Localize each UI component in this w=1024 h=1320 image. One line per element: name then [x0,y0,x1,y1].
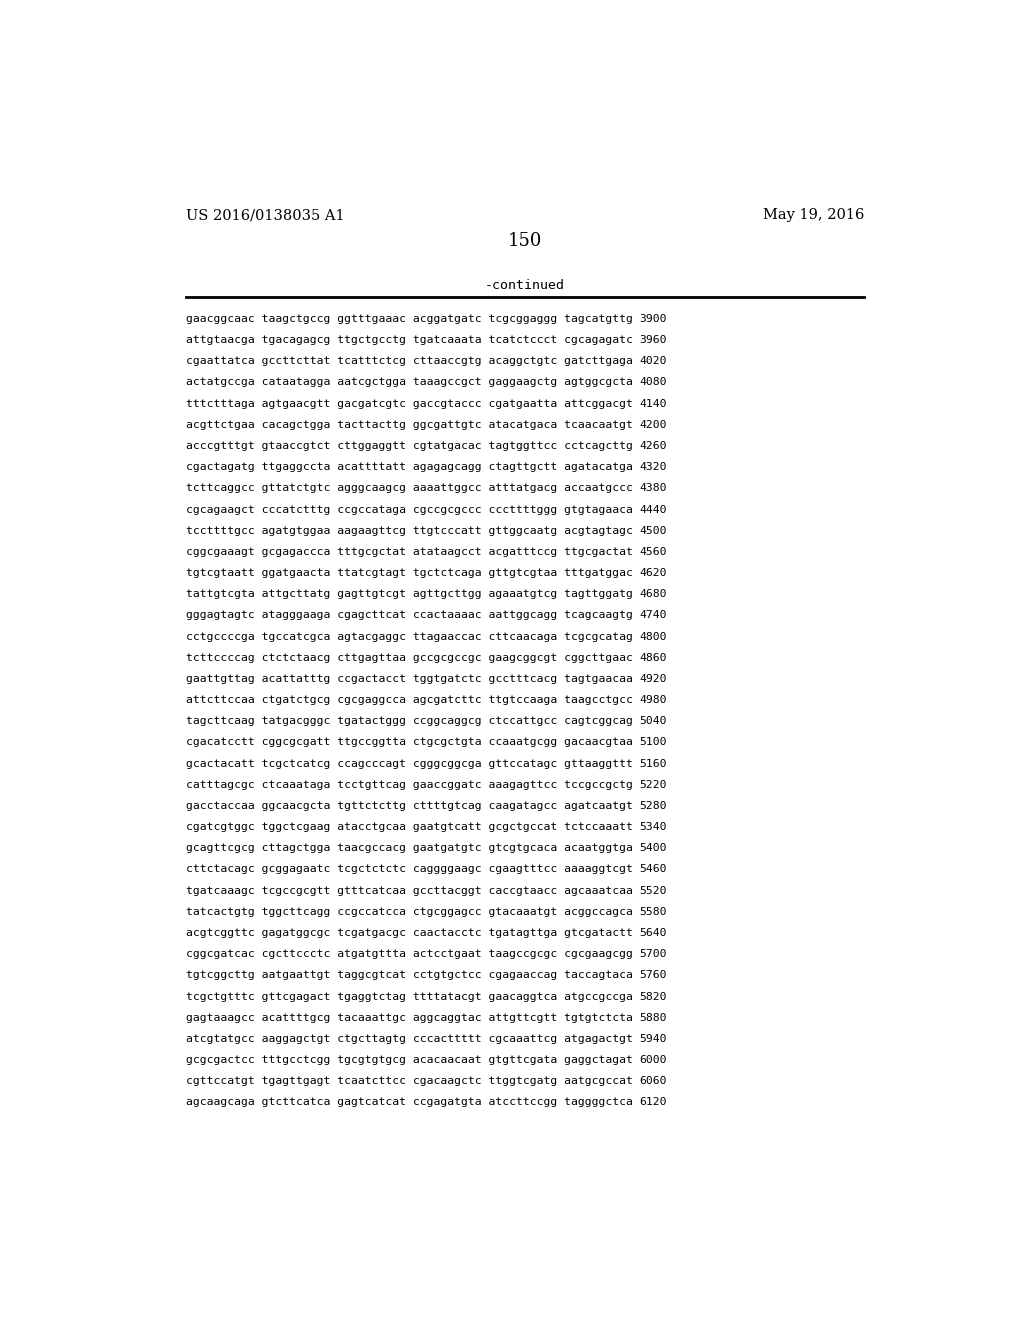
Text: 5700: 5700 [640,949,667,960]
Text: gggagtagtc atagggaaga cgagcttcat ccactaaaac aattggcagg tcagcaagtg: gggagtagtc atagggaaga cgagcttcat ccactaa… [186,610,633,620]
Text: 150: 150 [508,231,542,249]
Text: 4620: 4620 [640,568,667,578]
Text: 4440: 4440 [640,504,667,515]
Text: gaattgttag acattatttg ccgactacct tggtgatctc gcctttcacg tagtgaacaa: gaattgttag acattatttg ccgactacct tggtgat… [186,675,633,684]
Text: agcaagcaga gtcttcatca gagtcatcat ccgagatgta atccttccgg taggggctca: agcaagcaga gtcttcatca gagtcatcat ccgagat… [186,1097,633,1107]
Text: gcagttcgcg cttagctgga taacgccacg gaatgatgtc gtcgtgcaca acaatggtga: gcagttcgcg cttagctgga taacgccacg gaatgat… [186,843,633,853]
Text: tgtcgtaatt ggatgaacta ttatcgtagt tgctctcaga gttgtcgtaa tttgatggac: tgtcgtaatt ggatgaacta ttatcgtagt tgctctc… [186,568,633,578]
Text: catttagcgc ctcaaataga tcctgttcag gaaccggatc aaagagttcc tccgccgctg: catttagcgc ctcaaataga tcctgttcag gaaccgg… [186,780,633,789]
Text: 4320: 4320 [640,462,667,473]
Text: 4920: 4920 [640,675,667,684]
Text: cgttccatgt tgagttgagt tcaatcttcc cgacaagctc ttggtcgatg aatgcgccat: cgttccatgt tgagttgagt tcaatcttcc cgacaag… [186,1076,633,1086]
Text: tcgctgtttc gttcgagact tgaggtctag ttttatacgt gaacaggtca atgccgccga: tcgctgtttc gttcgagact tgaggtctag ttttata… [186,991,633,1002]
Text: 4860: 4860 [640,653,667,663]
Text: 5940: 5940 [640,1034,667,1044]
Text: 4500: 4500 [640,525,667,536]
Text: 5040: 5040 [640,717,667,726]
Text: cttctacagc gcggagaatc tcgctctctc caggggaagc cgaagtttcc aaaaggtcgt: cttctacagc gcggagaatc tcgctctctc cagggga… [186,865,633,874]
Text: 4980: 4980 [640,696,667,705]
Text: 5220: 5220 [640,780,667,789]
Text: acccgtttgt gtaaccgtct cttggaggtt cgtatgacac tagtggttcc cctcagcttg: acccgtttgt gtaaccgtct cttggaggtt cgtatga… [186,441,633,451]
Text: 4020: 4020 [640,356,667,366]
Text: 5880: 5880 [640,1012,667,1023]
Text: 6120: 6120 [640,1097,667,1107]
Text: 5820: 5820 [640,991,667,1002]
Text: cctgccccga tgccatcgca agtacgaggc ttagaaccac cttcaacaga tcgcgcatag: cctgccccga tgccatcgca agtacgaggc ttagaac… [186,631,633,642]
Text: 6060: 6060 [640,1076,667,1086]
Text: actatgccga cataatagga aatcgctgga taaagccgct gaggaagctg agtggcgcta: actatgccga cataatagga aatcgctgga taaagcc… [186,378,633,388]
Text: cgatcgtggc tggctcgaag atacctgcaa gaatgtcatt gcgctgccat tctccaaatt: cgatcgtggc tggctcgaag atacctgcaa gaatgtc… [186,822,633,832]
Text: attgtaacga tgacagagcg ttgctgcctg tgatcaaata tcatctccct cgcagagatc: attgtaacga tgacagagcg ttgctgcctg tgatcaa… [186,335,633,345]
Text: gagtaaagcc acattttgcg tacaaattgc aggcaggtac attgttcgtt tgtgtctcta: gagtaaagcc acattttgcg tacaaattgc aggcagg… [186,1012,633,1023]
Text: 4380: 4380 [640,483,667,494]
Text: gcgcgactcc tttgcctcgg tgcgtgtgcg acacaacaat gtgttcgata gaggctagat: gcgcgactcc tttgcctcgg tgcgtgtgcg acacaac… [186,1055,633,1065]
Text: cgacatcctt cggcgcgatt ttgccggtta ctgcgctgta ccaaatgcgg gacaacgtaa: cgacatcctt cggcgcgatt ttgccggtta ctgcgct… [186,738,633,747]
Text: 4140: 4140 [640,399,667,409]
Text: acgttctgaa cacagctgga tacttacttg ggcgattgtc atacatgaca tcaacaatgt: acgttctgaa cacagctgga tacttacttg ggcgatt… [186,420,633,430]
Text: US 2016/0138035 A1: US 2016/0138035 A1 [186,209,345,223]
Text: 5640: 5640 [640,928,667,939]
Text: cgactagatg ttgaggccta acattttatt agagagcagg ctagttgctt agatacatga: cgactagatg ttgaggccta acattttatt agagagc… [186,462,633,473]
Text: tgatcaaagc tcgccgcgtt gtttcatcaa gccttacggt caccgtaacc agcaaatcaa: tgatcaaagc tcgccgcgtt gtttcatcaa gccttac… [186,886,633,896]
Text: cgaattatca gccttcttat tcatttctcg cttaaccgtg acaggctgtc gatcttgaga: cgaattatca gccttcttat tcatttctcg cttaacc… [186,356,633,366]
Text: cggcgaaagt gcgagaccca tttgcgctat atataagcct acgatttccg ttgcgactat: cggcgaaagt gcgagaccca tttgcgctat atataag… [186,546,633,557]
Text: tccttttgcc agatgtggaa aagaagttcg ttgtcccatt gttggcaatg acgtagtagc: tccttttgcc agatgtggaa aagaagttcg ttgtccc… [186,525,633,536]
Text: -continued: -continued [484,280,565,292]
Text: 4740: 4740 [640,610,667,620]
Text: 5520: 5520 [640,886,667,896]
Text: 5340: 5340 [640,822,667,832]
Text: 5280: 5280 [640,801,667,810]
Text: gacctaccaa ggcaacgcta tgttctcttg cttttgtcag caagatagcc agatcaatgt: gacctaccaa ggcaacgcta tgttctcttg cttttgt… [186,801,633,810]
Text: May 19, 2016: May 19, 2016 [763,209,864,223]
Text: attcttccaa ctgatctgcg cgcgaggcca agcgatcttc ttgtccaaga taagcctgcc: attcttccaa ctgatctgcg cgcgaggcca agcgatc… [186,696,633,705]
Text: 5760: 5760 [640,970,667,981]
Text: tatcactgtg tggcttcagg ccgccatcca ctgcggagcc gtacaaatgt acggccagca: tatcactgtg tggcttcagg ccgccatcca ctgcgga… [186,907,633,917]
Text: 4800: 4800 [640,631,667,642]
Text: tcttccccag ctctctaacg cttgagttaa gccgcgccgc gaagcggcgt cggcttgaac: tcttccccag ctctctaacg cttgagttaa gccgcgc… [186,653,633,663]
Text: acgtcggttc gagatggcgc tcgatgacgc caactacctc tgatagttga gtcgatactt: acgtcggttc gagatggcgc tcgatgacgc caactac… [186,928,633,939]
Text: tcttcaggcc gttatctgtc agggcaagcg aaaattggcc atttatgacg accaatgccc: tcttcaggcc gttatctgtc agggcaagcg aaaattg… [186,483,633,494]
Text: gaacggcaac taagctgccg ggtttgaaac acggatgatc tcgcggaggg tagcatgttg: gaacggcaac taagctgccg ggtttgaaac acggatg… [186,314,633,323]
Text: 6000: 6000 [640,1055,667,1065]
Text: 5100: 5100 [640,738,667,747]
Text: tgtcggcttg aatgaattgt taggcgtcat cctgtgctcc cgagaaccag taccagtaca: tgtcggcttg aatgaattgt taggcgtcat cctgtgc… [186,970,633,981]
Text: tagcttcaag tatgacgggc tgatactggg ccggcaggcg ctccattgcc cagtcggcag: tagcttcaag tatgacgggc tgatactggg ccggcag… [186,717,633,726]
Text: 5400: 5400 [640,843,667,853]
Text: 4560: 4560 [640,546,667,557]
Text: 4080: 4080 [640,378,667,388]
Text: 5460: 5460 [640,865,667,874]
Text: 4680: 4680 [640,589,667,599]
Text: cgcagaagct cccatctttg ccgccataga cgccgcgccc cccttttggg gtgtagaaca: cgcagaagct cccatctttg ccgccataga cgccgcg… [186,504,633,515]
Text: cggcgatcac cgcttccctc atgatgttta actcctgaat taagccgcgc cgcgaagcgg: cggcgatcac cgcttccctc atgatgttta actcctg… [186,949,633,960]
Text: 4200: 4200 [640,420,667,430]
Text: 5580: 5580 [640,907,667,917]
Text: atcgtatgcc aaggagctgt ctgcttagtg cccacttttt cgcaaattcg atgagactgt: atcgtatgcc aaggagctgt ctgcttagtg cccactt… [186,1034,633,1044]
Text: 5160: 5160 [640,759,667,768]
Text: tattgtcgta attgcttatg gagttgtcgt agttgcttgg agaaatgtcg tagttggatg: tattgtcgta attgcttatg gagttgtcgt agttgct… [186,589,633,599]
Text: gcactacatt tcgctcatcg ccagcccagt cgggcggcga gttccatagc gttaaggttt: gcactacatt tcgctcatcg ccagcccagt cgggcgg… [186,759,633,768]
Text: 4260: 4260 [640,441,667,451]
Text: tttctttaga agtgaacgtt gacgatcgtc gaccgtaccc cgatgaatta attcggacgt: tttctttaga agtgaacgtt gacgatcgtc gaccgta… [186,399,633,409]
Text: 3900: 3900 [640,314,667,323]
Text: 3960: 3960 [640,335,667,345]
